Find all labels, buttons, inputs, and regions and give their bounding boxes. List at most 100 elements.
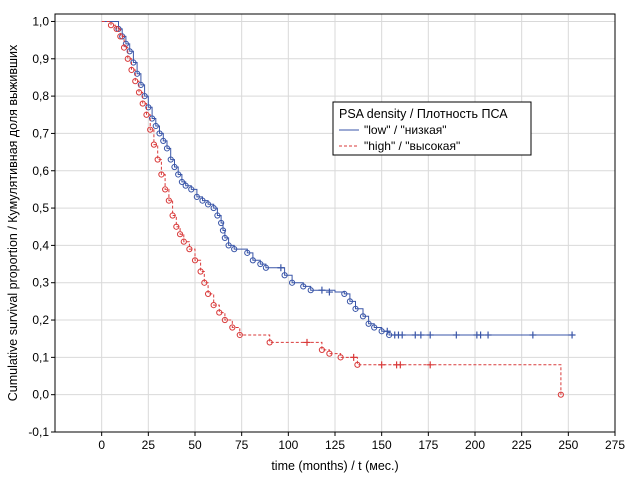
event-marker-high: [326, 350, 333, 357]
censor-marker-high: [378, 361, 386, 369]
event-marker-high: [197, 268, 204, 275]
x-tick-label: 50: [188, 438, 202, 452]
event-marker-low: [262, 264, 270, 271]
censor-marker-low: [277, 264, 285, 272]
y-tick-label: 0,5: [32, 201, 49, 215]
event-marker-high: [143, 111, 150, 118]
legend: PSA density / Плотность ПСА "low" / "низ…: [332, 101, 532, 156]
event-marker-low: [218, 219, 225, 227]
event-marker-high: [120, 44, 128, 51]
event-marker-high: [216, 309, 223, 316]
x-axis-label: time (months) / t (мес.): [271, 459, 398, 473]
event-marker-low: [199, 197, 206, 204]
event-marker-low: [193, 193, 200, 200]
event-marker-high: [229, 324, 236, 331]
censor-marker-high: [303, 338, 311, 346]
event-marker-low: [225, 242, 232, 249]
legend-label-high: "high" / "высокая": [364, 139, 460, 153]
censor-marker-low: [325, 288, 333, 296]
event-marker-low: [257, 260, 264, 268]
legend-label-low: "low" / "низкая": [364, 123, 447, 137]
event-marker-low: [359, 313, 367, 320]
event-marker-high: [191, 257, 199, 264]
censor-marker-high: [396, 361, 404, 369]
event-marker-low: [307, 287, 314, 294]
censor-marker-high: [426, 361, 434, 369]
event-marker-high: [221, 316, 228, 324]
event-marker-high: [318, 346, 326, 353]
event-marker-high: [176, 231, 184, 238]
event-marker-low: [244, 249, 251, 256]
censor-marker-low: [426, 331, 434, 339]
event-marker-low: [300, 283, 307, 290]
event-marker-high: [557, 391, 564, 398]
event-marker-low: [160, 137, 167, 144]
event-marker-high: [169, 212, 176, 219]
x-tick-label: 175: [418, 438, 438, 452]
survival-curve-low: [101, 21, 573, 336]
event-marker-high: [162, 186, 169, 193]
event-marker-high: [158, 171, 165, 178]
y-tick-label: 0,3: [32, 276, 49, 290]
event-marker-low: [130, 59, 137, 66]
event-marker-low: [288, 279, 296, 286]
legend-box: [332, 101, 532, 156]
y-tick-label: 0,6: [32, 164, 49, 178]
event-marker-low: [137, 81, 144, 89]
event-marker-high: [128, 66, 135, 74]
x-tick-label: 150: [372, 438, 392, 452]
y-axis-label: Cumulative survival proportion / Кумулят…: [6, 44, 20, 401]
event-marker-high: [124, 55, 131, 62]
event-marker-low: [152, 122, 159, 130]
event-marker-low: [204, 201, 212, 208]
x-tick-label: 25: [142, 438, 156, 452]
event-marker-high: [107, 22, 115, 29]
censor-marker-low: [568, 331, 576, 339]
event-marker-low: [145, 104, 152, 111]
event-marker-low: [119, 33, 126, 40]
x-tick-label: 75: [235, 438, 249, 452]
x-axis-ticks: 0 25 50 75 100 125 150 175 200 225 250 275: [98, 432, 625, 452]
event-marker-high: [210, 302, 217, 309]
event-marker-low: [188, 186, 195, 193]
censor-marker-low: [383, 327, 391, 335]
event-marker-low: [163, 145, 171, 152]
y-tick-label: 0,4: [32, 238, 49, 252]
y-axis-ticks: -0,1 0,0 0,1 0,2 0,3 0,4 0,5 0,6 0,7 0,8 0,9 1,0: [28, 14, 55, 439]
event-marker-low: [175, 171, 182, 178]
event-marker-low: [178, 178, 186, 186]
event-marker-high: [132, 78, 139, 85]
event-marker-high: [180, 238, 187, 245]
event-marker-low: [346, 298, 354, 305]
event-marker-low: [365, 320, 372, 327]
legend-title: PSA density / Плотность ПСА: [339, 107, 508, 121]
event-marker-high: [337, 354, 344, 361]
event-marker-low: [371, 324, 378, 331]
censor-marker-high: [350, 353, 358, 361]
event-marker-high: [266, 339, 273, 346]
x-tick-label: 200: [465, 438, 485, 452]
event-marker-high: [135, 89, 143, 96]
event-marker-high: [117, 33, 124, 40]
event-marker-low: [231, 246, 238, 253]
event-marker-low: [156, 130, 163, 137]
y-tick-label: 0,2: [32, 313, 49, 327]
survival-curve-high: [101, 21, 562, 395]
event-marker-high: [173, 223, 180, 230]
censor-marker-low: [417, 331, 425, 339]
event-marker-high: [147, 126, 154, 133]
y-tick-label: -0,1: [28, 425, 49, 439]
y-tick-label: 0,9: [32, 52, 49, 66]
censor-marker-low: [477, 331, 485, 339]
event-marker-low: [148, 115, 156, 122]
event-marker-low: [141, 93, 148, 100]
censor-marker-low: [398, 331, 406, 339]
x-tick-label: 100: [278, 438, 298, 452]
y-tick-label: 1,0: [32, 14, 49, 28]
series-low: [101, 21, 576, 339]
censor-marker-low: [529, 331, 537, 339]
x-tick-label: 250: [558, 438, 578, 452]
event-marker-low: [167, 156, 174, 163]
